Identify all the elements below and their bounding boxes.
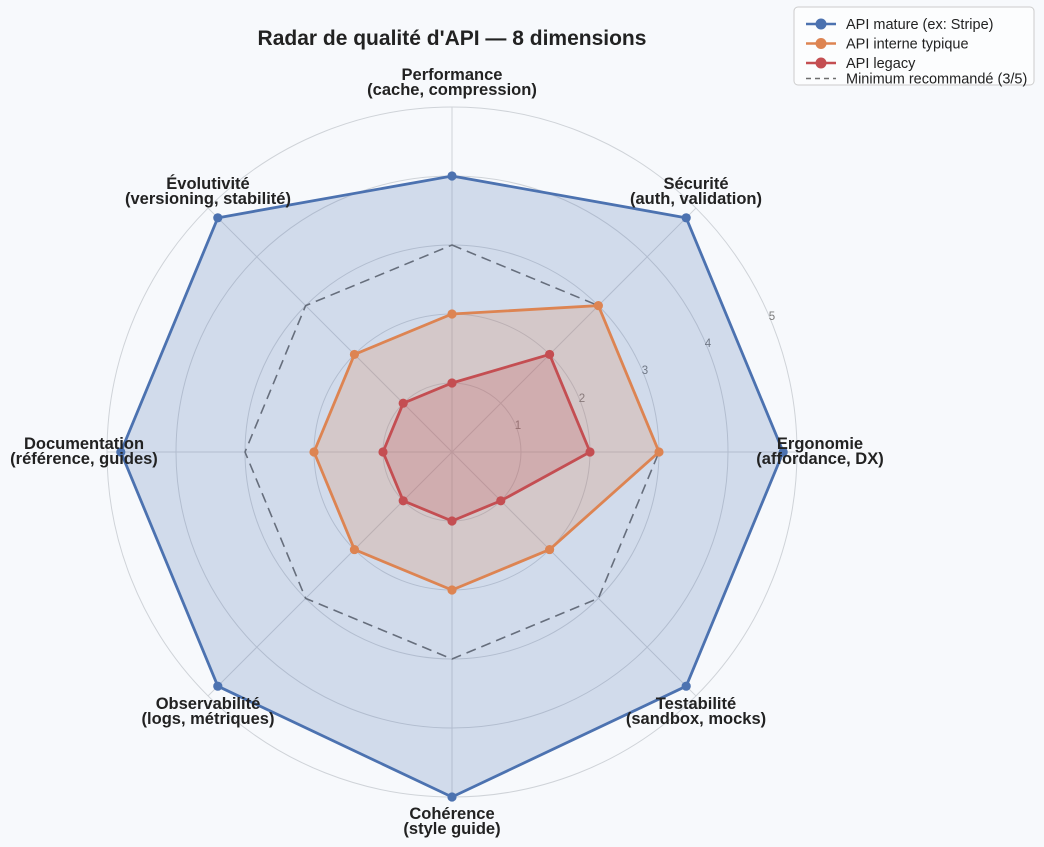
svg-text:API mature (ex: Stripe): API mature (ex: Stripe) (846, 17, 993, 33)
svg-text:(logs, métriques): (logs, métriques) (142, 710, 275, 728)
svg-text:(affordance, DX): (affordance, DX) (756, 450, 883, 468)
svg-text:(cache, compression): (cache, compression) (367, 81, 537, 99)
svg-text:API legacy: API legacy (846, 56, 916, 72)
svg-text:5: 5 (769, 311, 775, 323)
svg-text:(versioning, stabilité): (versioning, stabilité) (125, 190, 291, 208)
svg-text:(sandbox, mocks): (sandbox, mocks) (626, 710, 766, 728)
svg-text:Radar de qualité d'API — 8 dim: Radar de qualité d'API — 8 dimensions (258, 27, 647, 50)
svg-text:API interne typique: API interne typique (846, 37, 969, 53)
svg-text:(style guide): (style guide) (403, 820, 500, 838)
svg-text:(référence, guides): (référence, guides) (10, 450, 158, 468)
svg-text:(auth, validation): (auth, validation) (630, 190, 762, 208)
svg-text:Minimum recommandé (3/5): Minimum recommandé (3/5) (846, 72, 1027, 88)
